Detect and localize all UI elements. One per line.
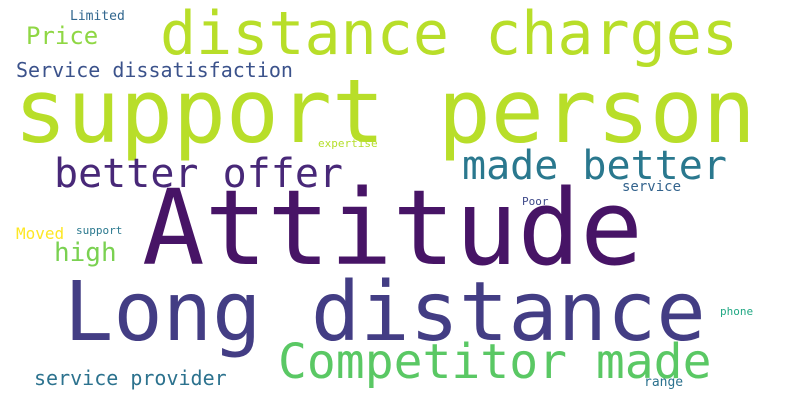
word-range: range	[644, 375, 684, 390]
word-limited: Limited	[70, 9, 125, 24]
word-competitor-made: Competitor made	[278, 334, 712, 390]
word-service-dissatisfaction: Service dissatisfaction	[16, 58, 293, 82]
word-support-person: support person	[14, 60, 756, 163]
word-long-distance: Long distance	[64, 265, 706, 360]
word-phone: phone	[720, 305, 754, 318]
word-made-better: made better	[462, 143, 727, 189]
word-poor: Poor	[522, 195, 549, 208]
word-support: support	[76, 224, 123, 237]
word-distance-charges: distance charges	[160, 0, 738, 69]
word-moved: Moved	[16, 224, 65, 243]
word-attitude: Attitude	[142, 167, 643, 289]
word-service: service	[622, 179, 682, 195]
word-expertise: expertise	[318, 137, 378, 150]
word-price: Price	[26, 22, 99, 50]
word-better-offer: better offer	[54, 151, 343, 197]
word-high: high	[54, 238, 117, 268]
word-service-provider: service provider	[34, 366, 227, 390]
